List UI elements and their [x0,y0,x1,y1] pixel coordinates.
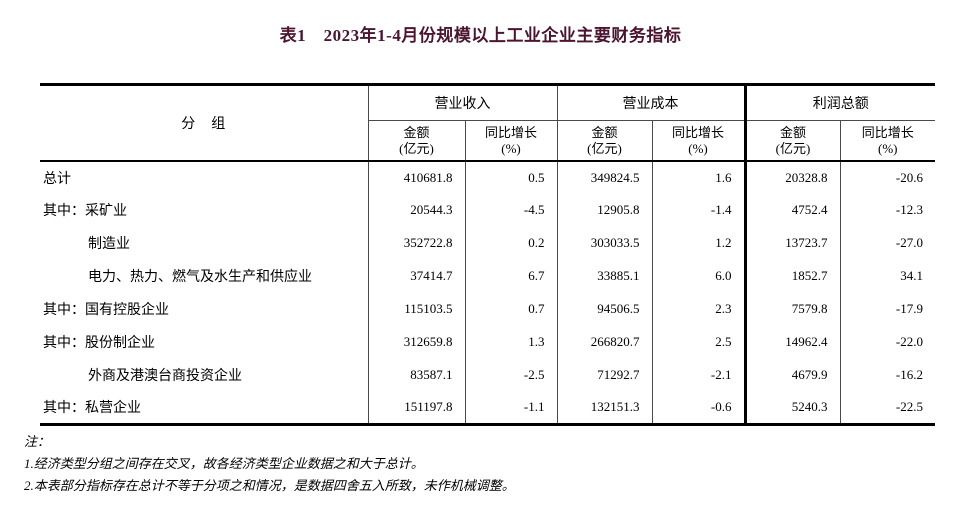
subheader-label: 同比增长 [484,124,537,140]
cell-value: 151197.8 [367,391,465,425]
cell-value: 83587.1 [367,358,465,392]
page-title: 表1 2023年1-4月份规模以上工业企业主要财务指标 [279,26,682,45]
cell-value: -0.6 [651,391,745,425]
table-row-mining: 其中：采矿业 20544.3 -4.5 12905.8 -1.4 4752.4 … [40,193,935,227]
cell-value: -2.1 [651,358,745,392]
cell-value: -2.5 [464,358,557,392]
cell-value: 4679.9 [743,358,840,392]
table-row-private: 其中：私营企业 151197.8 -1.1 132151.3 -0.6 5240… [40,391,935,425]
cell-value: 0.5 [464,160,557,194]
subheader-cost-amount: 金额 (亿元) [556,120,652,162]
table-row-total: 总计 410681.8 0.5 349824.5 1.6 20328.8 -20… [40,160,935,194]
table-row-manufacturing: 制造业 352722.8 0.2 303033.5 1.2 13723.7 -2… [40,226,935,260]
row-label: 其中：股份制企业 [43,336,155,351]
cell-value: 266820.7 [556,325,652,359]
cell-value: -20.6 [839,160,935,194]
row-label: 制造业 [88,237,130,252]
header-row-groups: 分 组 营业收入 营业成本 利润总额 [40,84,935,162]
cell-value: -22.5 [839,391,935,425]
row-label: 其中：国有控股企业 [43,303,169,318]
cell-value: -16.2 [839,358,935,392]
subheader-unit: (%) [878,140,898,156]
subheader-revenue-growth: 同比增长 (%) [464,120,557,162]
cell-value: -4.5 [464,193,557,227]
header-row-subcolumns: 金额 (亿元) 同比增长 (%) 金额 (亿元) 同比增长 (%) 金额 ( [40,120,935,162]
cell-value: 312659.8 [367,325,465,359]
subheader-unit: (%) [501,140,521,156]
cell-value: -17.9 [839,292,935,326]
cell-value: 1852.7 [743,259,840,293]
note-line-1: 1.经济类型分组之间存在交叉，故各经济类型企业数据之和大于总计。 [24,456,424,471]
subheader-label: 金额 [403,124,430,140]
cell-value: 1.3 [464,325,557,359]
column-header-operating-cost: 营业成本 [556,84,745,121]
subheader-unit: (%) [688,140,708,156]
row-label: 电力、热力、燃气及水生产和供应业 [88,270,312,285]
note-line-2: 2.本表部分指标存在总计不等于分项之和情况，是数据四舍五入所致，未作机械调整。 [24,478,515,493]
note-heading: 注： [24,434,51,449]
cell-value: 5240.3 [743,391,840,425]
subheader-unit: (亿元) [399,140,434,156]
cell-value: 115103.5 [367,292,465,326]
subheader-unit: (亿元) [775,140,811,156]
column-header-operating-revenue: 营业收入 [367,84,557,121]
cell-value: 37414.7 [367,259,465,293]
cell-value: 1.6 [651,160,745,194]
cell-value: -12.3 [839,193,935,227]
subheader-revenue-amount: 金额 (亿元) [367,120,465,162]
table-notes: 注： 1.经济类型分组之间存在交叉，故各经济类型企业数据之和大于总计。 2.本表… [24,431,515,497]
cell-value: -1.4 [651,193,745,227]
cell-value: 6.0 [651,259,745,293]
cell-value: -27.0 [839,226,935,260]
cell-value: 349824.5 [556,160,652,194]
cell-value: 14962.4 [743,325,840,359]
cell-value: 0.2 [464,226,557,260]
cell-value: 303033.5 [556,226,652,260]
cell-value: 0.7 [464,292,557,326]
subheader-cost-growth: 同比增长 (%) [651,120,745,162]
cell-value: 2.3 [651,292,745,326]
column-header-total-profit: 利润总额 [743,84,935,121]
row-label: 其中：私营企业 [43,401,141,417]
cell-value: 12905.8 [556,193,652,227]
cell-value: 1.2 [651,226,745,260]
table-row-foreign-invested: 外商及港澳台商投资企业 83587.1 -2.5 71292.7 -2.1 46… [40,358,935,392]
cell-value: 71292.7 [556,358,652,392]
cell-value: 13723.7 [743,226,840,260]
cell-value: 20328.8 [743,160,840,194]
cell-value: -1.1 [464,391,557,425]
table-row-state-holding: 其中：国有控股企业 115103.5 0.7 94506.5 2.3 7579.… [40,292,935,326]
cell-value: -22.0 [839,325,935,359]
cell-value: 352722.8 [367,226,465,260]
cell-value: 33885.1 [556,259,652,293]
cell-value: 2.5 [651,325,745,359]
subheader-profit-growth: 同比增长 (%) [839,120,935,162]
subheader-label: 金额 [591,124,618,140]
subheader-label: 金额 [779,124,806,140]
subheader-label: 同比增长 [861,124,914,140]
subheader-label: 同比增长 [671,124,724,140]
row-label: 总计 [43,171,71,187]
cell-value: 34.1 [839,259,935,293]
cell-value: 20544.3 [367,193,465,227]
cell-value: 4752.4 [743,193,840,227]
subheader-unit: (亿元) [587,140,622,156]
column-header-group: 分 组 [40,84,368,162]
financial-indicators-table: 分 组 营业收入 营业成本 利润总额 金额 (亿元) 同比增长 (%) 金额 (… [40,83,935,426]
cell-value: 7579.8 [743,292,840,326]
cell-value: 410681.8 [367,160,465,194]
table-row-shareholding: 其中：股份制企业 312659.8 1.3 266820.7 2.5 14962… [40,325,935,359]
row-label: 外商及港澳台商投资企业 [88,369,242,384]
row-label: 其中：采矿业 [43,204,127,219]
subheader-profit-amount: 金额 (亿元) [743,120,840,162]
cell-value: 132151.3 [556,391,652,425]
cell-value: 94506.5 [556,292,652,326]
table-row-utilities: 电力、热力、燃气及水生产和供应业 37414.7 6.7 33885.1 6.0… [40,259,935,293]
cell-value: 6.7 [464,259,557,293]
